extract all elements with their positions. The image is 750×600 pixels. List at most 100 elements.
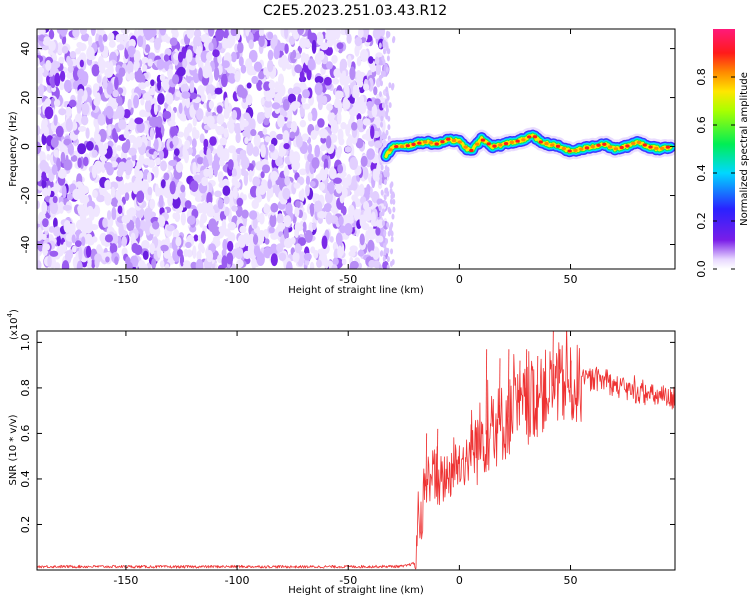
noise-speckle <box>329 133 338 143</box>
noise-speckle <box>167 193 173 207</box>
noise-speckle <box>197 242 204 252</box>
noise-speckle <box>356 118 364 131</box>
noise-speckle <box>141 240 150 251</box>
noise-speckle <box>256 112 264 124</box>
noise-speckle <box>309 180 316 187</box>
noise-speckle <box>114 256 119 265</box>
noise-speckle <box>196 250 202 261</box>
colorbar-tick-label: 0.2 <box>695 212 708 230</box>
noise-speckle <box>253 245 261 257</box>
noise-speckle <box>380 164 384 171</box>
noise-speckle <box>96 29 105 35</box>
colorbar: 0.0 0.2 0.4 0.6 0.8 Normalized spectral ampl… <box>695 29 750 278</box>
noise-speckle <box>325 135 332 149</box>
noise-speckle <box>172 74 180 85</box>
noise-speckle <box>342 99 351 110</box>
noise-speckle <box>271 137 278 147</box>
noise-speckle <box>152 220 160 230</box>
noise-speckle <box>193 29 202 38</box>
noise-speckle <box>369 192 377 199</box>
noise-speckle <box>252 234 259 245</box>
noise-speckle <box>138 74 146 85</box>
noise-speckle <box>91 64 100 77</box>
noise-speckle <box>313 249 319 259</box>
noise-speckle <box>85 245 92 258</box>
noise-speckle <box>378 205 382 212</box>
noise-speckle <box>258 35 265 48</box>
snr-scale-prefix: (x10 <box>9 317 20 340</box>
noise-speckle <box>219 137 228 146</box>
noise-speckle <box>37 41 40 52</box>
noise-speckle <box>283 237 293 249</box>
noise-speckle <box>192 245 197 259</box>
noise-speckle <box>230 232 235 240</box>
noise-speckle <box>81 115 89 126</box>
noise-speckle <box>50 137 59 148</box>
noise-speckle <box>111 206 117 221</box>
noise-speckle <box>163 54 170 62</box>
noise-speckle <box>125 138 131 151</box>
noise-speckle <box>339 58 348 71</box>
noise-speckle <box>330 206 338 214</box>
noise-speckle <box>231 176 238 186</box>
snr-x-tick-label: 50 <box>564 574 578 587</box>
noise-speckle <box>381 102 385 109</box>
ridge-peak-dot <box>486 142 491 146</box>
noise-speckle <box>91 149 98 158</box>
noise-speckle <box>142 64 148 72</box>
ridge-peak-dot <box>457 140 463 144</box>
noise-speckle <box>269 87 276 99</box>
noise-speckle <box>153 138 159 151</box>
noise-speckle <box>321 235 328 249</box>
spectrogram-y-tick-label: 0 <box>19 143 32 150</box>
noise-speckle <box>245 94 253 106</box>
noise-speckle <box>176 66 186 77</box>
noise-speckle <box>243 112 250 120</box>
noise-speckle <box>145 29 154 40</box>
ridge-peak-dot <box>446 137 451 141</box>
noise-speckle <box>37 99 43 106</box>
noise-speckle <box>344 146 352 153</box>
ridge-peak-dot <box>480 138 486 142</box>
noise-speckle <box>356 56 362 67</box>
noise-speckle <box>218 158 225 167</box>
noise-speckle <box>160 179 166 189</box>
noise-speckle <box>385 238 389 245</box>
spectrogram-y-tick-label: -20 <box>19 187 32 205</box>
spectrogram-frame <box>36 28 676 270</box>
noise-speckle <box>337 145 343 156</box>
noise-speckle <box>387 206 391 213</box>
noise-speckle <box>273 47 280 60</box>
noise-speckle <box>38 83 45 97</box>
noise-speckle <box>251 257 257 269</box>
ridge-peak-dot <box>440 140 445 144</box>
noise-speckle <box>268 81 274 90</box>
noise-speckle <box>372 29 382 40</box>
noise-speckle <box>269 243 278 256</box>
noise-speckle <box>177 131 185 138</box>
noise-speckle <box>149 198 156 210</box>
noise-speckle <box>169 37 178 46</box>
noise-speckle <box>179 254 185 267</box>
noise-speckle <box>91 259 96 269</box>
noise-speckle <box>68 99 77 108</box>
noise-speckle <box>353 208 360 221</box>
noise-speckle <box>157 246 162 259</box>
noise-speckle <box>48 29 55 40</box>
ridge-peak-dot <box>422 140 428 144</box>
ridge-peak-dot <box>521 138 526 142</box>
noise-speckle <box>251 199 259 210</box>
noise-speckle <box>326 61 333 70</box>
spectrogram-panel: -150 -100 -50 0 50 -40 -20 0 20 40 Height of str… <box>8 28 676 296</box>
noise-speckle <box>284 175 291 186</box>
noise-speckle <box>206 192 213 206</box>
noise-speckle <box>383 179 387 186</box>
noise-speckle <box>137 35 144 48</box>
noise-speckle <box>231 263 236 269</box>
noise-speckle <box>180 83 190 94</box>
noise-speckle <box>106 81 113 95</box>
noise-speckle <box>231 109 238 121</box>
noise-speckle <box>162 110 172 120</box>
noise-speckle <box>79 59 84 68</box>
noise-speckle <box>285 63 293 70</box>
